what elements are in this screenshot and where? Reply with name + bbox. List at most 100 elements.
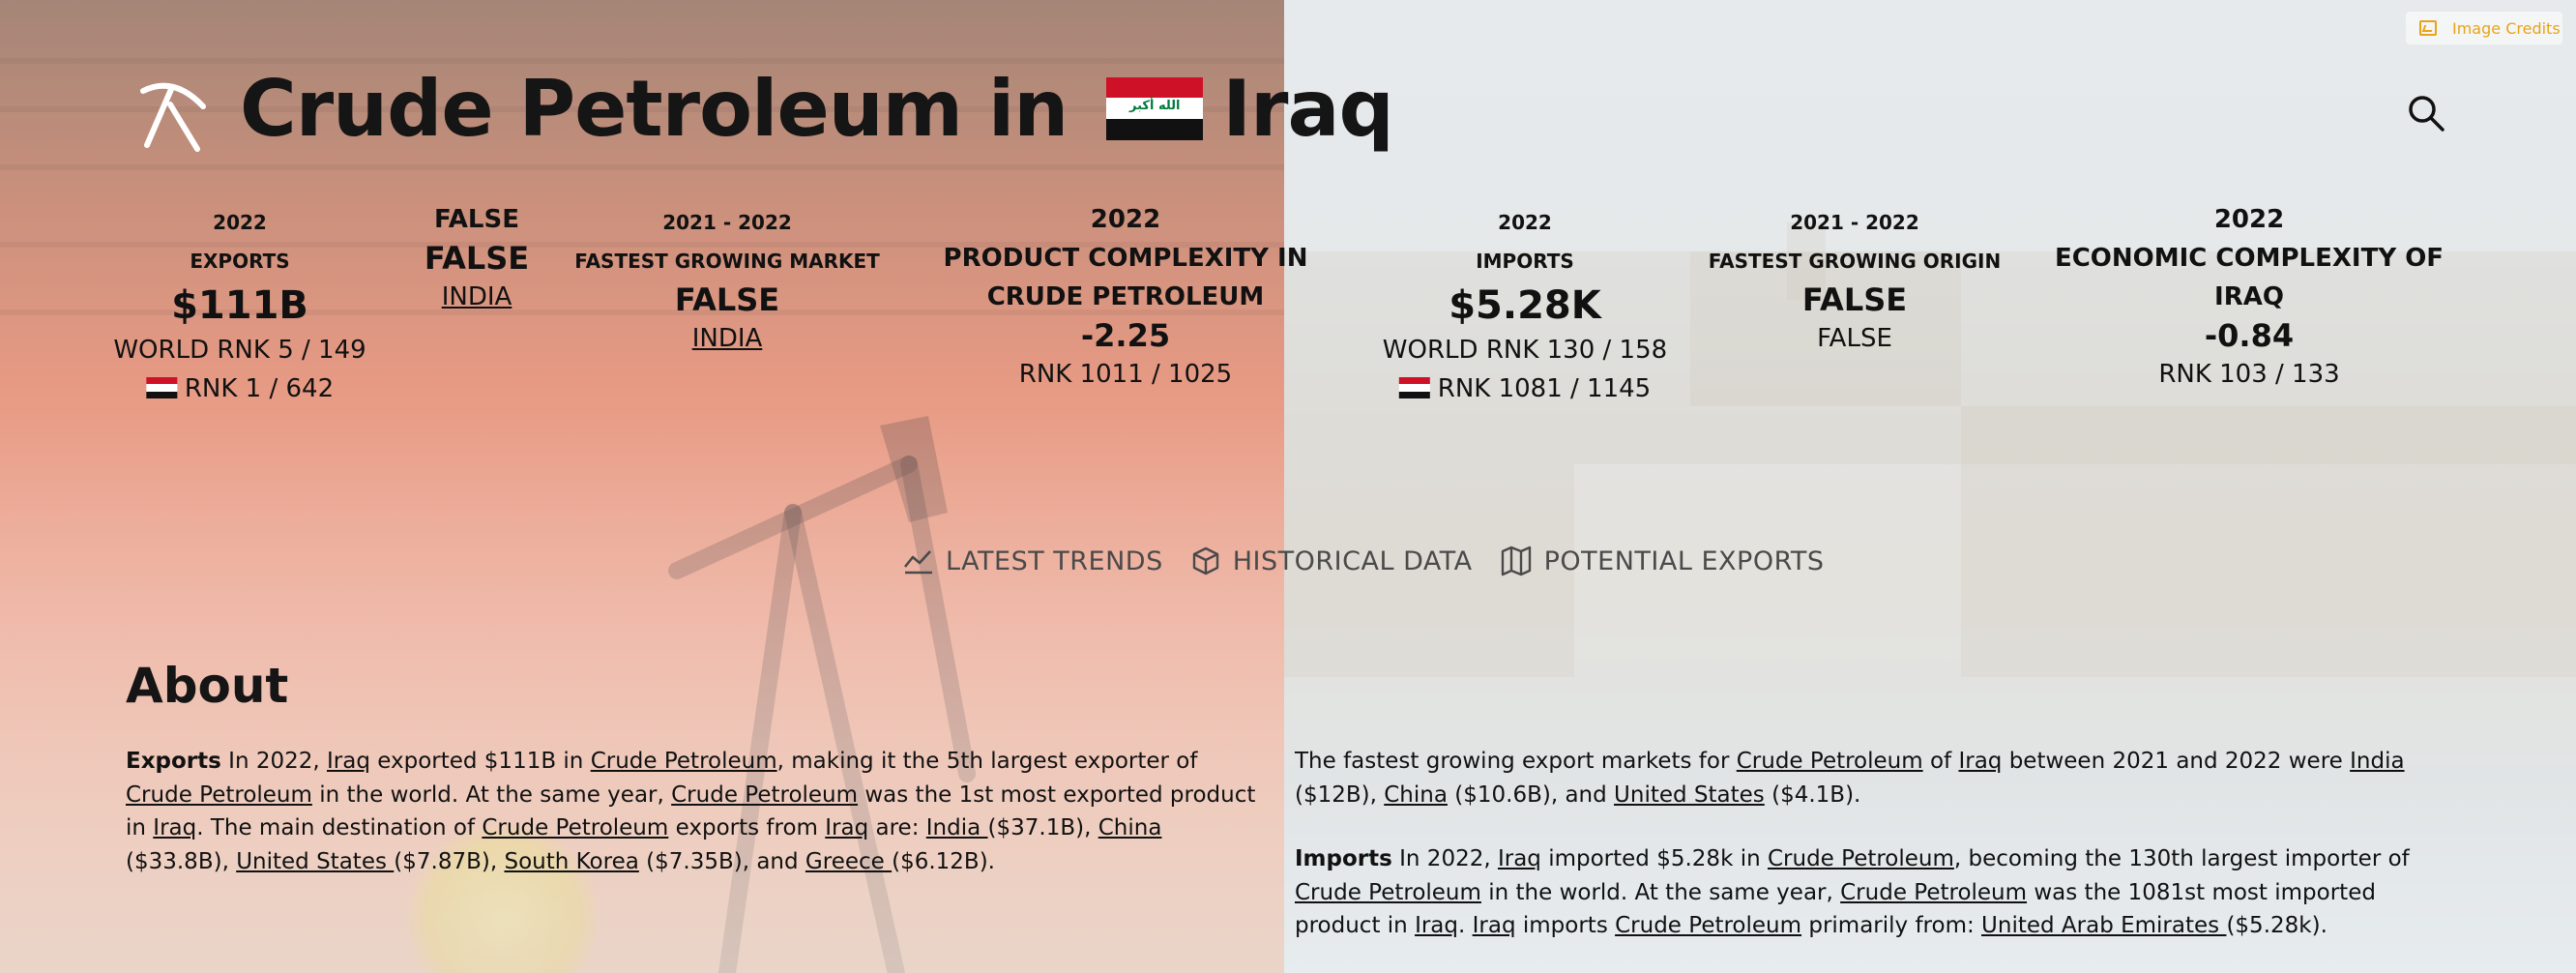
title-product: Crude Petroleum in xyxy=(240,64,1068,154)
text-span: ($37.1B), xyxy=(987,815,1098,840)
imports-stat: 2022 IMPORTS $5.28K WORLD RNK 130 / 158 … xyxy=(1383,203,1667,408)
text-span: was the 1081st most imported product in xyxy=(1295,879,2376,939)
iraq-flag-icon: الله أكبر xyxy=(1106,76,1204,141)
country-link[interactable]: Iraq xyxy=(1497,846,1541,871)
image-credits-label: Image Credits xyxy=(2452,18,2561,38)
exports-value: $111B xyxy=(171,283,308,328)
text-span: ($5.28k). xyxy=(2226,913,2327,938)
export-growth-stat: FALSE FALSE INDIA xyxy=(424,200,529,316)
country-link[interactable]: Iraq xyxy=(153,815,197,840)
text-span: . The main destination of xyxy=(196,815,483,840)
iraq-flag-icon xyxy=(145,377,177,398)
country-link[interactable]: Iraq xyxy=(326,749,370,774)
fastest-origin-label: FASTEST GROWING ORIGIN xyxy=(1708,250,2002,273)
product-link[interactable]: Crude Petroleum xyxy=(1767,846,1954,871)
product-complexity-stat: 2022 PRODUCT COMPLEXITY IN CRUDE PETROLE… xyxy=(944,200,1308,394)
origin-link[interactable]: United Arab Emirates xyxy=(1981,913,2227,938)
text-span: , becoming the 130th largest importer of xyxy=(1953,846,2410,871)
country-link[interactable]: Iraq xyxy=(825,815,869,840)
product-link[interactable]: Crude Petroleum xyxy=(482,815,669,840)
fastest-origin-year: 2021 - 2022 xyxy=(1790,211,1919,234)
imports-year: 2022 xyxy=(1498,211,1552,234)
exports-stat: 2022 EXPORTS $111B WORLD RNK 5 / 149 RNK… xyxy=(113,203,366,408)
fastest-market-stat: 2021 - 2022 FASTEST GROWING MARKET FALSE… xyxy=(574,203,880,358)
tab-potential-exports[interactable]: POTENTIAL EXPORTS xyxy=(1500,545,1825,576)
text-span: between 2021 and 2022 were xyxy=(2002,749,2351,774)
product-complexity-year: 2022 xyxy=(1090,205,1161,234)
export-growth-link[interactable]: INDIA xyxy=(441,282,512,311)
text-span: imports xyxy=(1515,913,1616,938)
imports-label: IMPORTS xyxy=(1476,250,1574,273)
product-link[interactable]: Crude Petroleum xyxy=(1736,749,1923,774)
export-growth-line2: FALSE xyxy=(424,240,530,277)
market-link[interactable]: India xyxy=(2350,749,2405,774)
economic-complexity-label-2: IRAQ xyxy=(2214,282,2284,311)
text-span: . xyxy=(1458,913,1473,938)
text-span: The fastest growing export markets for xyxy=(1295,749,1737,774)
flag-text: الله أكبر xyxy=(1129,99,1181,114)
page-title: Crude Petroleum in الله أكبر Iraq xyxy=(240,64,1394,154)
text-span: In 2022, xyxy=(1391,846,1498,871)
section-tabs: LATEST TRENDS HISTORICAL DATA POTENTIAL … xyxy=(903,542,1852,580)
imports-country-rank-text: RNK 1081 / 1145 xyxy=(1437,374,1652,403)
about-heading: About xyxy=(126,658,289,714)
fastest-origin-value: FALSE xyxy=(1801,281,1908,318)
text-span: , making it the 5th largest exporter of xyxy=(776,749,1198,774)
product-complexity-rank: RNK 1011 / 1025 xyxy=(1018,360,1233,389)
image-credits-button[interactable]: Image Credits xyxy=(2406,12,2562,44)
image-icon xyxy=(2419,20,2437,36)
text-span: primarily from: xyxy=(1801,913,1982,938)
fastest-market-value: FALSE xyxy=(674,281,780,318)
text-span: was the 1st most exported product in xyxy=(126,781,1256,841)
text-span: ($12B), xyxy=(1295,781,1385,808)
product-link[interactable]: Crude Petroleum xyxy=(126,781,312,808)
destination-link[interactable]: Greece xyxy=(805,848,893,874)
fastest-market-label: FASTEST GROWING MARKET xyxy=(574,250,880,273)
product-complexity-label: PRODUCT COMPLEXITY IN xyxy=(943,244,1308,273)
product-link[interactable]: Crude Petroleum xyxy=(1295,879,1481,905)
market-link[interactable]: China xyxy=(1384,781,1448,808)
country-link[interactable]: Iraq xyxy=(1958,749,2003,774)
product-link[interactable]: Crude Petroleum xyxy=(671,781,859,808)
fastest-origin-stat: 2021 - 2022 FASTEST GROWING ORIGIN FALSE… xyxy=(1709,203,2001,358)
imports-world-rank: WORLD RNK 130 / 158 xyxy=(1382,336,1668,365)
text-span: in the world. At the same year, xyxy=(1480,879,1841,905)
exports-label: EXPORTS xyxy=(190,250,290,273)
imports-paragraph: Imports In 2022, Iraq imported $5.28k in… xyxy=(1295,842,2455,943)
product-complexity-value: -2.25 xyxy=(1080,317,1171,354)
fastest-origin-sub: FALSE xyxy=(1817,324,1892,353)
fastest-market-year: 2021 - 2022 xyxy=(662,211,792,234)
destination-link[interactable]: United States xyxy=(236,848,395,874)
text-span: of xyxy=(1922,749,1959,774)
exports-country-rank: RNK 1 / 642 xyxy=(113,369,366,408)
country-link[interactable]: Iraq xyxy=(1472,913,1516,938)
product-link[interactable]: Crude Petroleum xyxy=(1840,879,2028,905)
tab-historical-data[interactable]: HISTORICAL DATA xyxy=(1190,545,1473,576)
market-link[interactable]: United States xyxy=(1614,781,1765,808)
destination-link[interactable]: China xyxy=(1098,815,1162,840)
destination-link[interactable]: South Korea xyxy=(504,848,639,874)
text-span: ($7.35B), and xyxy=(638,848,805,874)
search-icon[interactable] xyxy=(2406,93,2446,133)
economic-complexity-label: ECONOMIC COMPLEXITY OF xyxy=(2054,244,2444,273)
country-link[interactable]: Iraq xyxy=(1415,913,1458,938)
product-link[interactable]: Crude Petroleum xyxy=(590,749,777,774)
product-link[interactable]: Crude Petroleum xyxy=(1615,913,1802,938)
destination-link[interactable]: India xyxy=(925,815,988,840)
imports-country-rank: RNK 1081 / 1145 xyxy=(1383,369,1667,408)
fastest-market-link[interactable]: INDIA xyxy=(691,324,763,353)
product-complexity-label-2: CRUDE PETROLEUM xyxy=(986,282,1265,311)
text-span: in the world. At the same year, xyxy=(311,781,672,808)
cube-icon xyxy=(1192,546,1218,575)
text-span: exported $111B in xyxy=(369,749,591,774)
text-span: ($7.87B), xyxy=(394,848,505,874)
imports-value: $5.28K xyxy=(1449,283,1601,328)
text-span: imported $5.28k in xyxy=(1540,846,1768,871)
tab-latest-trends[interactable]: LATEST TRENDS xyxy=(903,546,1163,576)
economic-complexity-stat: 2022 ECONOMIC COMPLEXITY OF IRAQ -0.84 R… xyxy=(2055,200,2444,394)
text-span: are: xyxy=(868,815,926,840)
tab-historical-data-label: HISTORICAL DATA xyxy=(1232,545,1473,576)
text-span: In 2022, xyxy=(220,749,327,774)
economic-complexity-rank: RNK 103 / 133 xyxy=(2158,360,2340,389)
text-span: ($33.8B), xyxy=(126,848,237,874)
